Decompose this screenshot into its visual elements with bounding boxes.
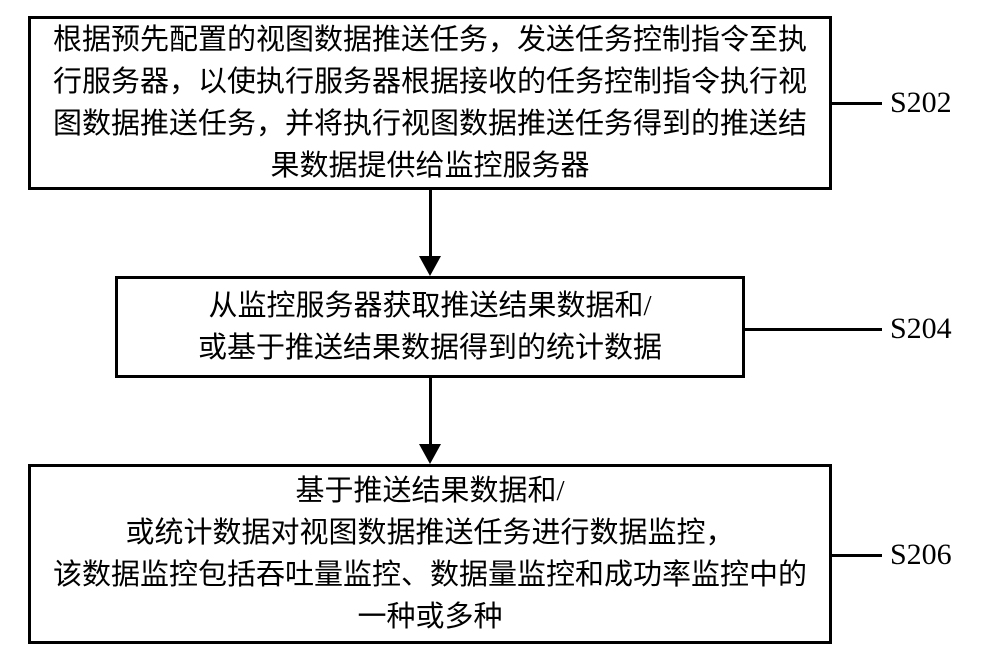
flow-arrow-2-line	[429, 378, 432, 444]
flow-label-s202: S202	[890, 86, 952, 120]
flow-step-s204: 从监控服务器获取推送结果数据和/ 或基于推送结果数据得到的统计数据	[115, 276, 745, 378]
flow-step-s202-text: 根据预先配置的视图数据推送任务，发送任务控制指令至执行服务器，以使执行服务器根据…	[47, 19, 813, 187]
flow-arrow-1-line	[429, 190, 432, 256]
flow-step-s204-text: 从监控服务器获取推送结果数据和/ 或基于推送结果数据得到的统计数据	[198, 285, 662, 369]
flow-step-s202: 根据预先配置的视图数据推送任务，发送任务控制指令至执行服务器，以使执行服务器根据…	[28, 16, 832, 190]
label-connector-s206	[832, 554, 882, 557]
flow-label-s206: S206	[890, 538, 952, 572]
flow-step-s206-text: 基于推送结果数据和/ 或统计数据对视图数据推送任务进行数据监控， 该数据监控包括…	[47, 470, 813, 638]
flow-arrow-2-head	[419, 444, 441, 464]
flow-label-s204: S204	[890, 312, 952, 346]
flow-step-s206: 基于推送结果数据和/ 或统计数据对视图数据推送任务进行数据监控， 该数据监控包括…	[28, 464, 832, 644]
flowchart-canvas: 根据预先配置的视图数据推送任务，发送任务控制指令至执行服务器，以使执行服务器根据…	[0, 0, 1000, 666]
label-connector-s204	[745, 328, 882, 331]
label-connector-s202	[832, 102, 882, 105]
flow-arrow-1-head	[419, 256, 441, 276]
